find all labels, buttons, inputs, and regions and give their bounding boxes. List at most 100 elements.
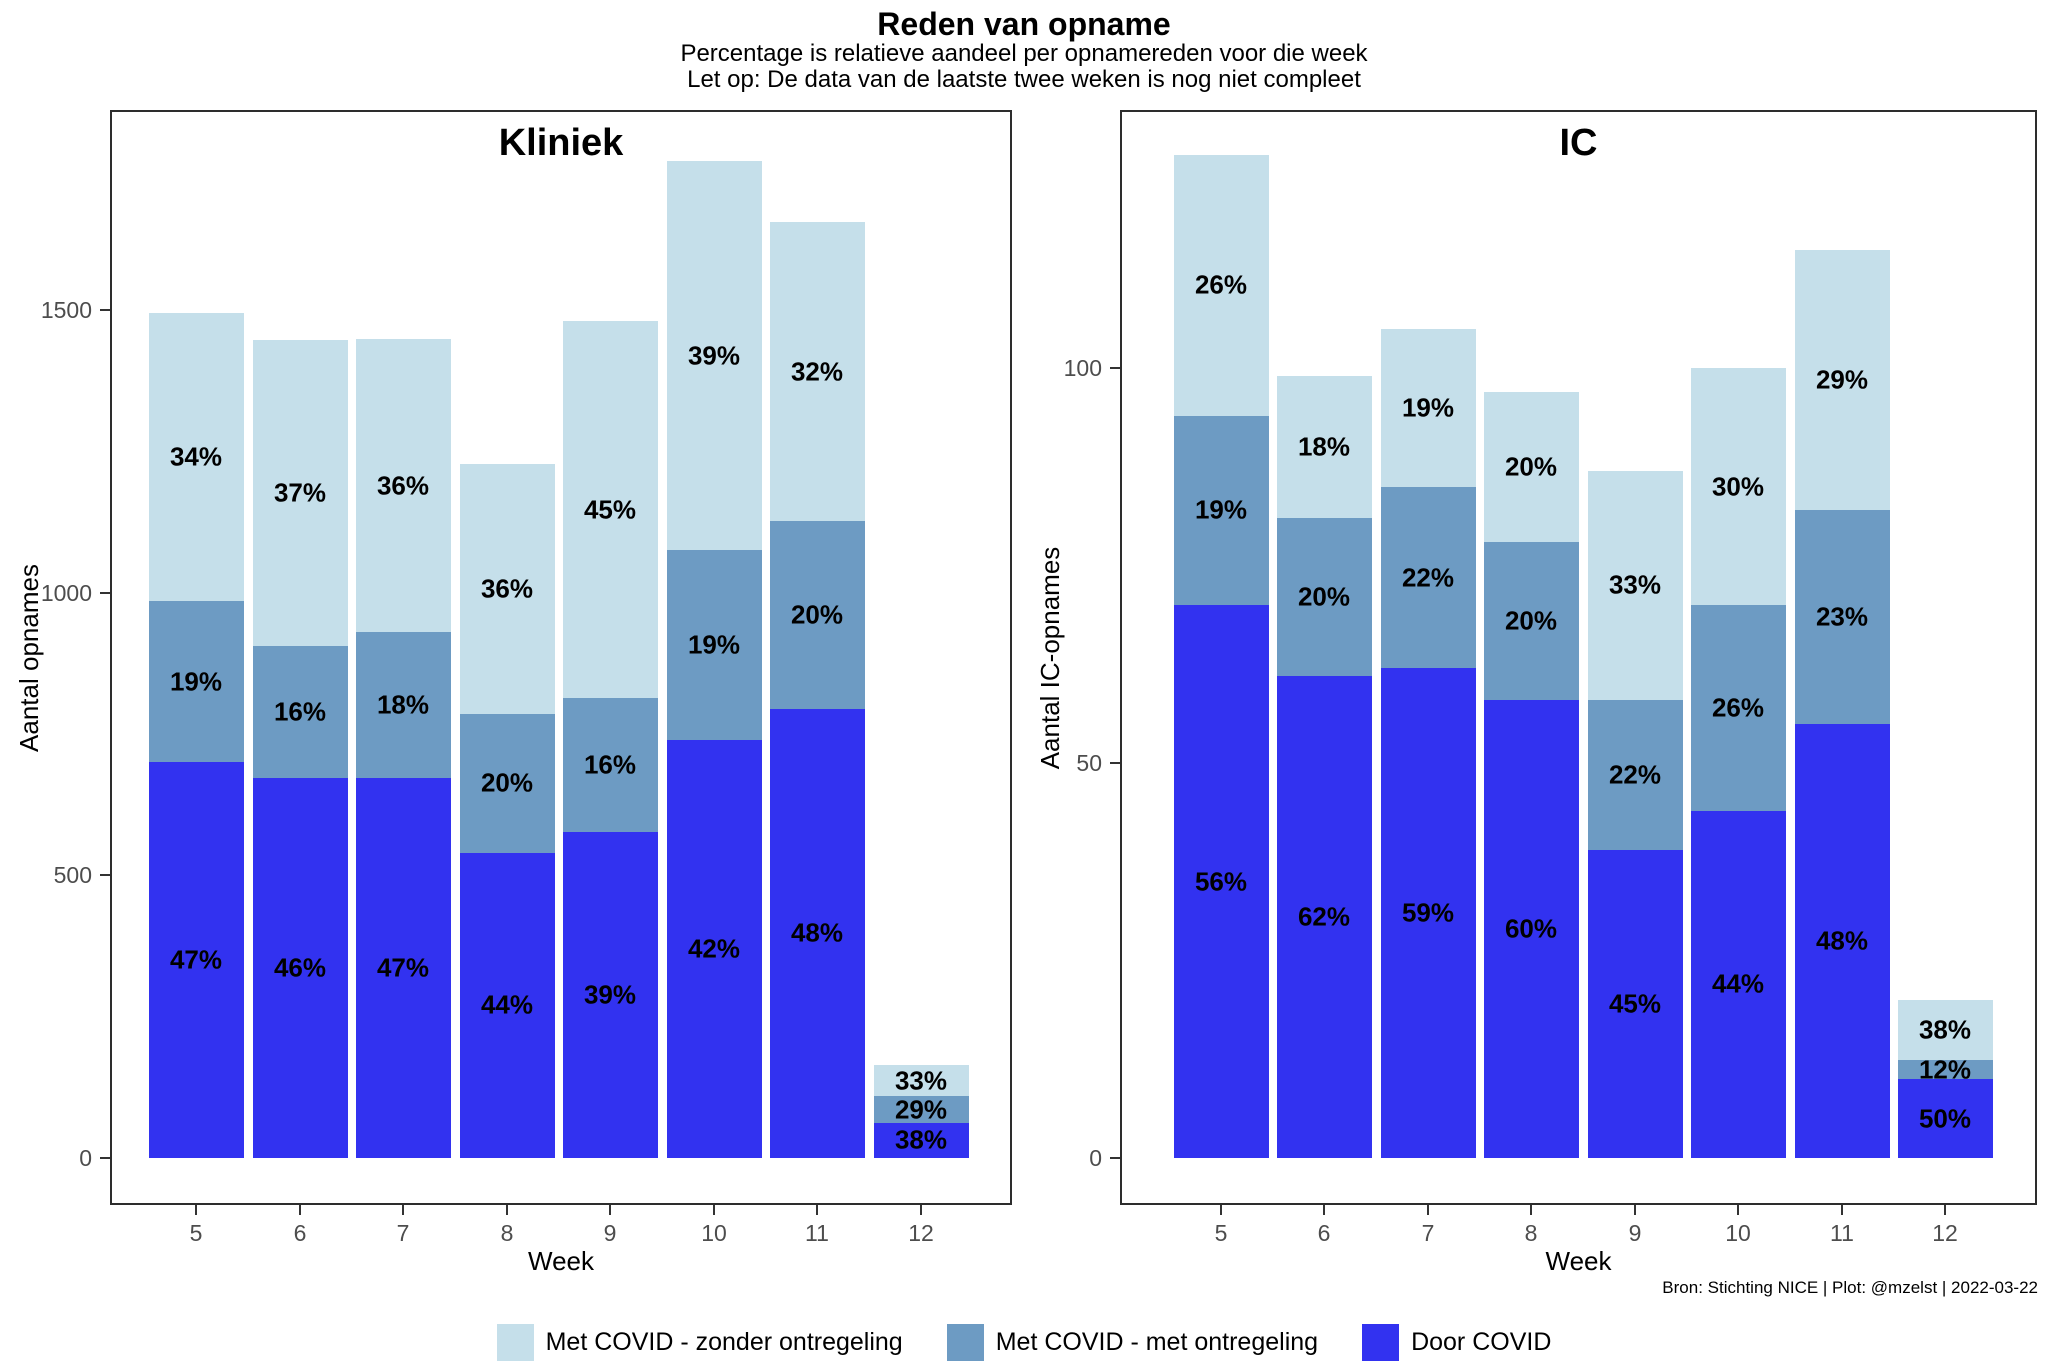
bar-label-ic-week6-door: 62% [1297,901,1351,932]
bar-segment-kliniek-week7-door [355,777,451,1158]
bar-segment-kliniek-week11-met [769,521,865,709]
bar-segment-kliniek-week5-door [148,762,244,1158]
bar-label-kliniek-week12-door: 38% [894,1124,948,1155]
legend-label-door: Door COVID [1411,1327,1552,1356]
page-subtitle: Percentage is relatieve aandeel per opna… [680,40,1368,67]
bar-label-kliniek-week5-met: 19% [169,666,223,697]
bar-segment-kliniek-week6-met [252,645,348,779]
bar-label-kliniek-week11-met: 20% [790,599,844,630]
bar-label-ic-week6-met: 20% [1297,581,1351,612]
legend-item-met: Met COVID - met ontregeling [946,1323,1319,1361]
bar-segment-kliniek-week9-met [562,697,658,832]
bar-segment-ic-week11-zonder [1794,249,1890,511]
bar-segment-kliniek-week8-zonder [459,464,555,715]
bar-label-kliniek-week8-met: 20% [480,767,534,798]
y-tickmark-ic [1110,762,1120,765]
y-tickmark-kliniek [100,309,110,311]
bar-segment-ic-week5-met [1173,415,1269,606]
bar-label-ic-week8-zonder: 20% [1504,451,1558,482]
x-tickmark-kliniek [506,1205,508,1215]
bar-segment-kliniek-week12-met [873,1096,969,1123]
bar-segment-ic-week9-met [1587,699,1683,850]
x-tick-label-ic: 5 [1214,1220,1228,1246]
x-tick-label-kliniek: 6 [293,1220,307,1246]
bar-segment-kliniek-week9-door [562,831,658,1158]
bar-label-kliniek-week7-zonder: 36% [376,470,430,501]
bar-label-kliniek-week11-door: 48% [790,917,844,948]
x-tick-label-kliniek: 11 [805,1220,829,1246]
bar-label-kliniek-week12-zonder: 33% [894,1065,948,1096]
bar-label-ic-week10-met: 26% [1711,692,1765,723]
bar-segment-kliniek-week12-zonder [873,1065,969,1097]
legend-label-met: Met COVID - met ontregeling [995,1327,1319,1356]
bar-segment-ic-week7-door [1380,668,1476,1158]
bar-label-ic-week7-zonder: 19% [1401,392,1455,423]
bar-segment-ic-week11-door [1794,723,1890,1158]
bar-segment-kliniek-week11-door [769,708,865,1158]
x-tickmark-ic [1427,1205,1429,1215]
x-tickmark-kliniek [609,1205,611,1215]
x-tickmark-ic [1530,1205,1532,1215]
bar-label-ic-week11-zonder: 29% [1815,364,1869,395]
bar-label-kliniek-week7-met: 18% [376,689,430,720]
y-tick-label-ic: 50 [1076,750,1102,777]
bar-segment-kliniek-week10-met [666,550,762,740]
bar-label-ic-week5-met: 19% [1194,494,1248,525]
x-tickmark-ic [1220,1205,1222,1215]
bar-label-ic-week5-door: 56% [1194,866,1248,897]
bar-segment-kliniek-week6-zonder [252,339,348,646]
legend-swatch-zonder [496,1323,534,1361]
x-tickmark-kliniek [713,1205,715,1215]
bar-segment-ic-week12-met [1897,1060,1993,1079]
legend-item-zonder: Met COVID - zonder ontregeling [496,1323,903,1361]
bar-label-kliniek-week7-door: 47% [376,952,430,983]
x-tickmark-ic [1841,1205,1843,1215]
bar-label-ic-week9-zonder: 33% [1608,569,1662,600]
bar-segment-kliniek-week11-zonder [769,221,865,522]
y-tickmark-ic [1110,367,1120,370]
y-tick-label-kliniek: 1000 [40,579,92,606]
bar-label-ic-week10-zonder: 30% [1711,471,1765,502]
bar-segment-ic-week10-met [1690,605,1786,811]
bar-label-kliniek-week6-met: 16% [273,696,327,727]
y-tick-label-kliniek: 500 [53,862,92,889]
bar-segment-kliniek-week12-door [873,1122,969,1158]
legend-swatch-met [946,1323,984,1361]
x-tickmark-kliniek [920,1205,922,1215]
x-tick-label-ic: 9 [1628,1220,1642,1246]
bar-label-kliniek-week8-zonder: 36% [480,573,534,604]
y-axis-title-kliniek: Aantal opnames [13,563,44,752]
bar-label-kliniek-week10-door: 42% [687,933,741,964]
bar-label-kliniek-week6-door: 46% [273,952,327,983]
x-tick-label-ic: 12 [1932,1220,1958,1246]
bar-segment-ic-week9-door [1587,850,1683,1158]
x-tick-label-kliniek: 7 [396,1220,410,1246]
bar-segment-kliniek-week10-zonder [666,161,762,551]
bar-segment-kliniek-week5-zonder [148,312,244,602]
bar-segment-ic-week9-zonder [1587,470,1683,700]
panel-title-ic: IC [1559,122,1598,164]
y-tickmark-kliniek [100,874,110,877]
bar-label-ic-week8-met: 20% [1504,605,1558,636]
x-tick-label-kliniek: 9 [603,1220,617,1246]
bar-label-ic-week12-door: 50% [1918,1103,1972,1133]
bar-label-ic-week7-met: 22% [1401,562,1455,593]
page-note: Let op: De data van de laatste twee weke… [687,66,1361,93]
y-tickmark-ic [1110,1157,1120,1159]
bar-label-kliniek-week5-zonder: 34% [169,441,223,472]
x-tick-label-ic: 11 [1830,1220,1854,1246]
bar-label-kliniek-week9-door: 39% [583,979,637,1010]
bar-segment-ic-week10-zonder [1690,368,1786,606]
bar-label-kliniek-week11-zonder: 32% [790,356,844,387]
bar-segment-kliniek-week6-door [252,778,348,1158]
bar-label-ic-week10-door: 44% [1711,968,1765,999]
y-tick-label-kliniek: 0 [79,1145,92,1171]
x-tick-label-ic: 7 [1421,1220,1435,1246]
x-tick-label-kliniek: 10 [701,1220,727,1246]
bar-label-kliniek-week10-met: 19% [687,629,741,660]
bar-segment-kliniek-week7-zonder [355,339,451,632]
legend-swatch-door [1362,1323,1400,1361]
bar-label-ic-week7-door: 59% [1401,897,1455,928]
bar-segment-ic-week5-zonder [1173,155,1269,416]
